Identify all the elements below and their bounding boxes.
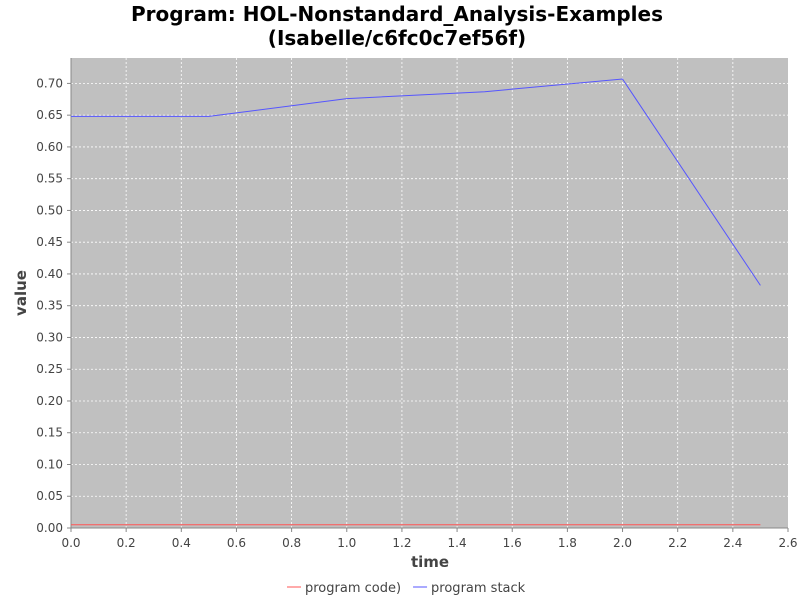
legend-label-2: program stack [431,581,526,596]
legend: program code) program stack [287,581,526,596]
chart-title-line-2: (Isabelle/c6fc0c7ef56f) [268,26,526,50]
y-axis-label: value [12,270,30,316]
series-lines [71,78,761,526]
y-tick-label: 0.20 [36,394,63,408]
series-line-2 [71,78,761,286]
x-tick-label: 0.0 [61,536,80,550]
x-tick-label: 1.2 [392,536,411,550]
y-tick-label: 0.30 [36,330,63,344]
y-tick-label: 0.00 [36,521,63,535]
x-tick-label: 2.0 [613,536,632,550]
y-tick-label: 0.65 [36,108,63,122]
x-tick-label: 0.8 [282,536,301,550]
grid-lines [71,58,788,528]
y-tick-label: 0.05 [36,489,63,503]
x-tick-label: 0.4 [172,536,191,550]
y-tick-label: 0.10 [36,457,63,471]
y-tick-label: 0.15 [36,426,63,440]
y-tick-label: 0.40 [36,267,63,281]
x-tick-label: 1.0 [337,536,356,550]
x-tick-label: 1.4 [448,536,467,550]
x-axis-ticks: 0.0 0.2 0.4 0.6 0.8 1.0 1.2 1.4 1.6 1.8 2.0 2.2 2.4 2… [61,528,798,550]
y-tick-label: 0.55 [36,172,63,186]
x-axis-label: time [411,553,449,571]
axes [70,58,788,529]
legend-label-1: program code) [305,581,401,596]
x-tick-label: 0.6 [227,536,246,550]
y-tick-label: 0.35 [36,299,63,313]
x-tick-label: 2.4 [723,536,742,550]
chart-title-line-1: Program: HOL-Nonstandard_Analysis-Exampl… [131,2,663,26]
y-tick-label: 0.25 [36,362,63,376]
y-tick-label: 0.70 [36,76,63,90]
y-axis-ticks: 0.00 0.05 0.10 0.15 0.20 0.25 0.30 0.35 0.40 0.45… [36,76,71,535]
x-tick-label: 2.2 [668,536,687,550]
x-tick-label: 2.6 [778,536,797,550]
y-tick-label: 0.45 [36,235,63,249]
x-tick-label: 1.6 [503,536,522,550]
y-tick-label: 0.50 [36,203,63,217]
x-tick-label: 1.8 [558,536,577,550]
y-tick-label: 0.60 [36,140,63,154]
plot-area [71,58,788,528]
x-tick-label: 0.2 [117,536,136,550]
